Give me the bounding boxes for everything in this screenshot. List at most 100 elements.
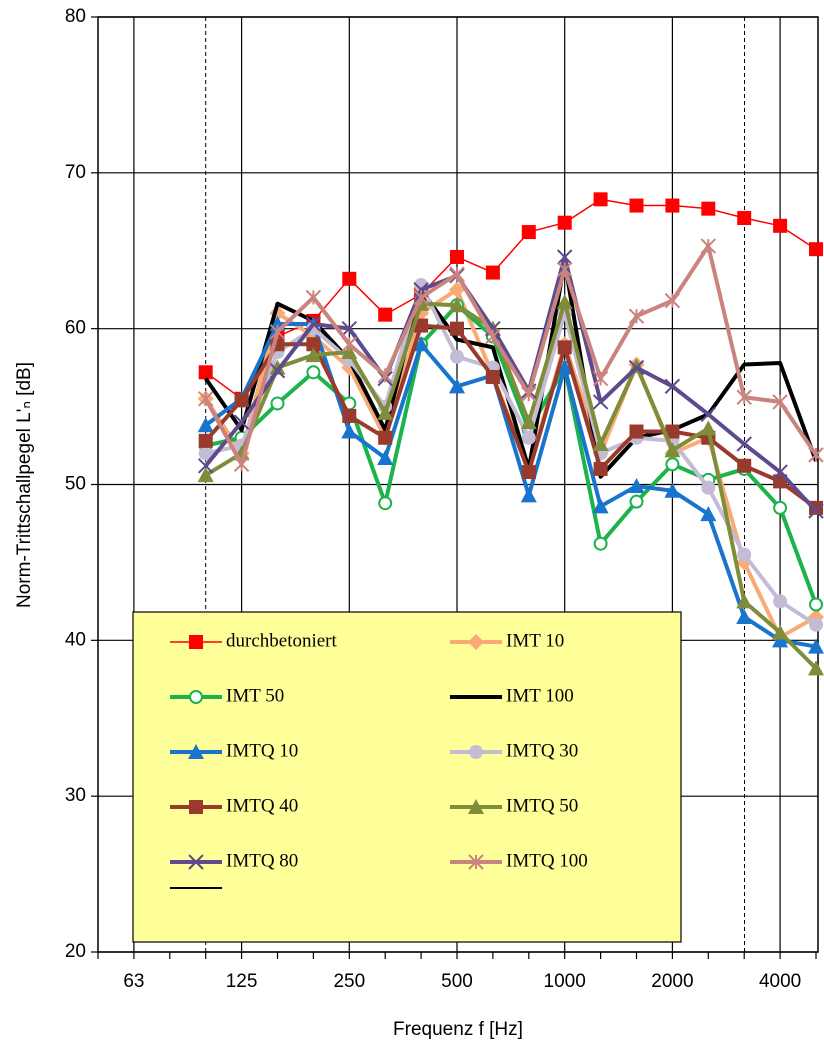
marker <box>306 337 321 352</box>
legend-label: IMTQ 80 <box>226 850 298 871</box>
marker-shape <box>556 261 573 278</box>
marker-shape <box>188 744 204 759</box>
marker-shape <box>468 854 484 870</box>
marker <box>592 370 609 387</box>
marker-shape <box>520 414 537 430</box>
marker-shape <box>485 328 501 345</box>
marker <box>701 480 716 495</box>
marker <box>305 347 322 363</box>
marker-shape <box>468 799 484 814</box>
marker-shape <box>521 386 537 402</box>
marker <box>736 436 752 452</box>
marker-shape <box>736 593 753 609</box>
marker-shape <box>773 500 788 515</box>
marker-shape <box>413 289 429 306</box>
marker-shape <box>189 635 203 649</box>
marker <box>305 289 322 306</box>
marker <box>664 378 681 395</box>
marker <box>341 423 358 439</box>
marker <box>233 456 250 472</box>
marker-shape <box>449 378 465 394</box>
x-tick-label: 4000 <box>759 971 801 992</box>
marker <box>468 799 484 814</box>
legend-label: IMTQ 10 <box>226 740 298 761</box>
marker <box>809 597 823 612</box>
legend-label: IMTQ 40 <box>226 795 298 816</box>
marker <box>736 593 753 609</box>
y-tick-label: 70 <box>65 162 86 183</box>
marker-shape <box>485 320 501 337</box>
marker <box>449 297 465 313</box>
marker-shape <box>808 503 824 519</box>
marker-shape <box>377 450 394 466</box>
marker-shape <box>378 307 393 322</box>
y-tick-label: 60 <box>65 318 86 339</box>
marker-shape <box>628 359 645 376</box>
y-axis-label: Norm-Trittschallpegel L'ₙ [dB] <box>14 362 35 608</box>
marker <box>342 271 357 286</box>
marker-shape <box>592 394 609 410</box>
marker-shape <box>557 215 572 230</box>
marker-shape <box>592 370 609 387</box>
marker <box>306 365 321 380</box>
marker-shape <box>341 344 358 360</box>
marker <box>737 458 752 473</box>
marker-shape <box>521 430 536 445</box>
marker <box>592 498 609 514</box>
marker-shape <box>664 378 681 395</box>
marker-shape <box>664 442 681 458</box>
marker <box>377 404 394 420</box>
marker <box>556 294 573 310</box>
x-tick-label: 63 <box>123 971 144 992</box>
marker <box>449 378 465 394</box>
legend-label: IMT 50 <box>226 685 284 706</box>
marker <box>772 624 789 640</box>
marker <box>305 316 322 332</box>
marker-shape <box>808 638 824 654</box>
legend-label: IMTQ 30 <box>506 740 578 761</box>
marker-shape <box>197 391 214 407</box>
marker <box>341 320 358 337</box>
marker <box>197 467 214 483</box>
marker <box>737 547 752 562</box>
marker <box>665 457 680 472</box>
marker <box>700 406 717 423</box>
marker <box>628 478 645 494</box>
marker-shape <box>377 404 394 420</box>
marker-shape <box>808 447 824 463</box>
x-tick-label: 1000 <box>544 971 586 992</box>
marker-shape <box>469 745 483 759</box>
marker-shape <box>449 297 465 313</box>
marker-shape <box>521 465 536 480</box>
marker <box>450 321 464 336</box>
marker-shape <box>773 218 788 233</box>
marker <box>809 242 823 257</box>
marker-shape <box>198 365 213 380</box>
marker <box>377 367 393 384</box>
marker-shape <box>700 420 717 436</box>
marker-shape <box>557 340 572 355</box>
marker-shape <box>341 320 358 337</box>
marker-shape <box>665 424 680 439</box>
y-tick-label: 50 <box>65 474 86 495</box>
marker <box>521 430 536 445</box>
marker-shape <box>468 634 484 650</box>
legend-label: IMTQ 100 <box>506 850 588 871</box>
marker-shape <box>450 349 464 364</box>
marker <box>521 225 536 240</box>
marker-shape <box>414 318 429 333</box>
y-tick-label: 30 <box>65 785 86 806</box>
series-line <box>204 300 818 670</box>
marker-shape <box>556 294 573 310</box>
marker-shape <box>189 690 203 704</box>
marker-shape <box>377 367 393 384</box>
marker-shape <box>593 461 608 476</box>
legend-box <box>132 611 682 943</box>
marker-shape <box>378 430 393 445</box>
marker <box>378 307 393 322</box>
marker-shape <box>269 363 286 379</box>
marker <box>197 417 214 433</box>
marker <box>664 482 681 498</box>
marker-shape <box>701 201 716 216</box>
